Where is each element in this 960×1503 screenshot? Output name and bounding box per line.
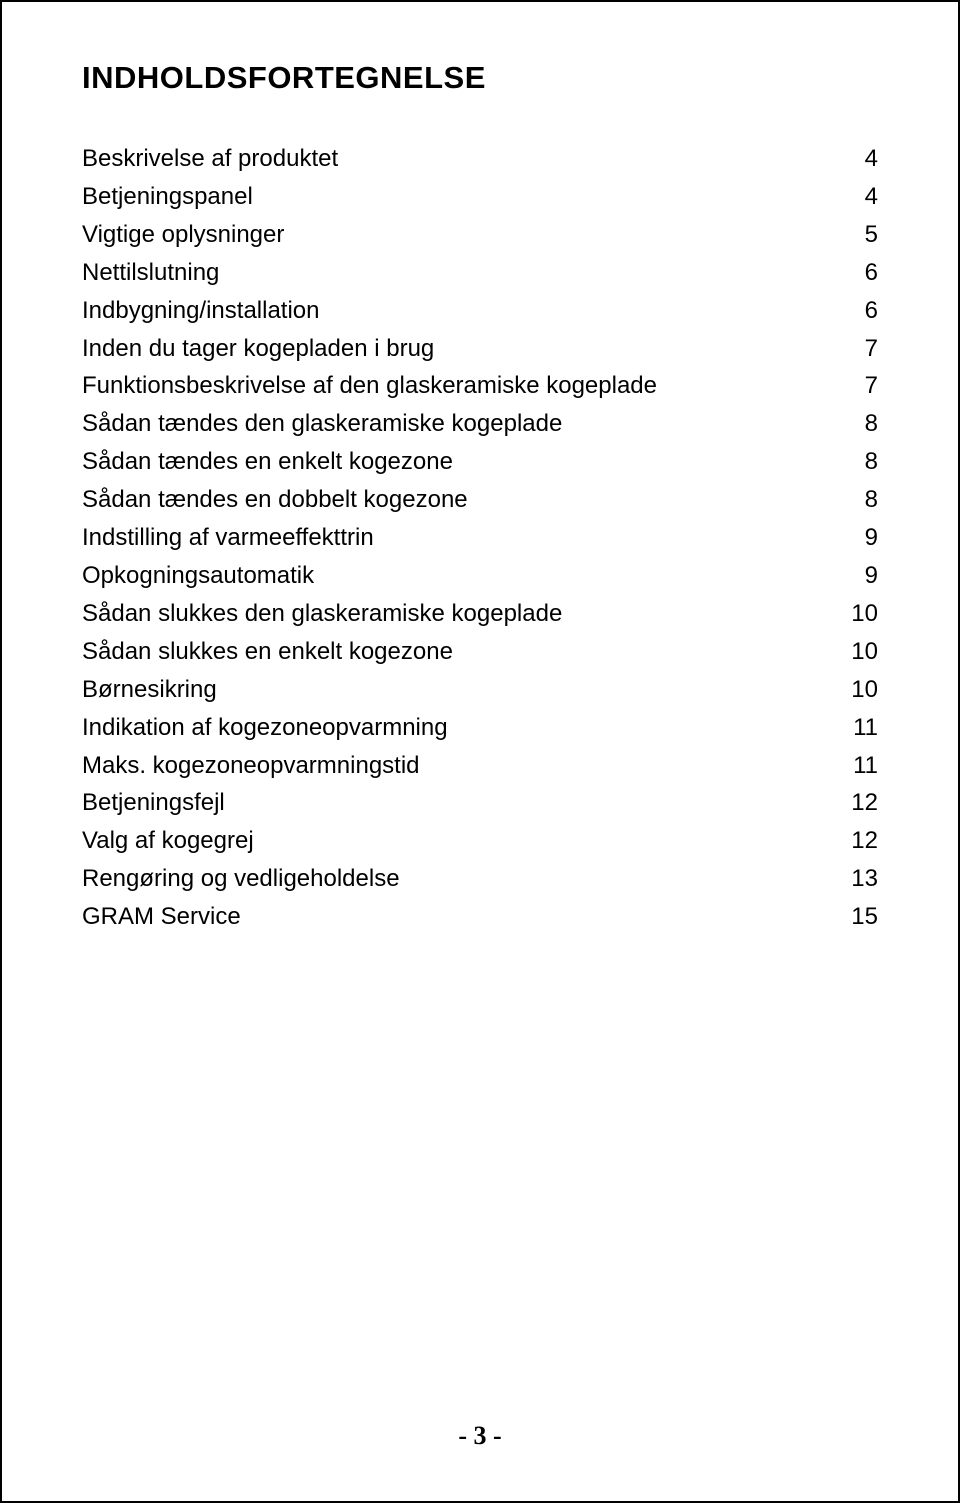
toc-entry: Sådan slukkes en enkelt kogezone 10 (82, 633, 878, 671)
toc-label: Nettilslutning (82, 254, 219, 292)
toc-label: Opkogningsautomatik (82, 557, 314, 595)
toc-label: Indbygning/installation (82, 292, 320, 330)
page-number-footer: - 3 - (2, 1421, 958, 1451)
toc-entry: Sådan tændes en enkelt kogezone 8 (82, 443, 878, 481)
toc-label: Indikation af kogezoneopvarmning (82, 709, 448, 747)
toc-entry: Nettilslutning 6 (82, 254, 878, 292)
toc-label: Sådan slukkes en enkelt kogezone (82, 633, 453, 671)
toc-page-number: 15 (851, 898, 878, 936)
document-page: INDHOLDSFORTEGNELSE Beskrivelse af produ… (2, 2, 958, 1501)
toc-entry: Indstilling af varmeeffekttrin 9 (82, 519, 878, 557)
toc-entry: Maks. kogezoneopvarmningstid 11 (82, 747, 878, 785)
toc-label: Sådan tændes en enkelt kogezone (82, 443, 453, 481)
toc-entry: Opkogningsautomatik 9 (82, 557, 878, 595)
toc-label: Maks. kogezoneopvarmningstid (82, 747, 420, 785)
toc-entry: Sådan slukkes den glaskeramiske kogeplad… (82, 595, 878, 633)
toc-entry: Beskrivelse af produktet 4 (82, 140, 878, 178)
toc-label: Sådan tændes den glaskeramiske kogeplade (82, 405, 562, 443)
toc-list: Beskrivelse af produktet 4 Betjeningspan… (82, 140, 878, 936)
toc-entry: Indbygning/installation 6 (82, 292, 878, 330)
toc-entry: Rengøring og vedligeholdelse 13 (82, 860, 878, 898)
toc-label: Sådan tændes en dobbelt kogezone (82, 481, 468, 519)
toc-entry: GRAM Service 15 (82, 898, 878, 936)
toc-entry: Børnesikring 10 (82, 671, 878, 709)
toc-page-number: 12 (851, 822, 878, 860)
toc-page-number: 10 (851, 595, 878, 633)
toc-entry: Sådan tændes den glaskeramiske kogeplade… (82, 405, 878, 443)
toc-label: Børnesikring (82, 671, 217, 709)
toc-label: Sådan slukkes den glaskeramiske kogeplad… (82, 595, 562, 633)
toc-page-number: 8 (865, 405, 878, 443)
toc-label: GRAM Service (82, 898, 241, 936)
toc-entry: Vigtige oplysninger 5 (82, 216, 878, 254)
toc-page-number: 11 (853, 709, 878, 747)
toc-label: Rengøring og vedligeholdelse (82, 860, 400, 898)
toc-label: Betjeningsfejl (82, 784, 225, 822)
toc-page-number: 12 (851, 784, 878, 822)
toc-entry: Indikation af kogezoneopvarmning 11 (82, 709, 878, 747)
toc-page-number: 4 (865, 140, 878, 178)
toc-page-number: 10 (851, 671, 878, 709)
toc-entry: Betjeningsfejl 12 (82, 784, 878, 822)
toc-page-number: 6 (865, 292, 878, 330)
toc-label: Inden du tager kogepladen i brug (82, 330, 434, 368)
toc-entry: Betjeningspanel 4 (82, 178, 878, 216)
toc-page-number: 7 (865, 367, 878, 405)
toc-page-number: 7 (865, 330, 878, 368)
toc-page-number: 6 (865, 254, 878, 292)
toc-page-number: 4 (865, 178, 878, 216)
toc-page-number: 5 (865, 216, 878, 254)
toc-page-number: 10 (851, 633, 878, 671)
toc-entry: Inden du tager kogepladen i brug 7 (82, 330, 878, 368)
toc-entry: Funktionsbeskrivelse af den glaskeramisk… (82, 367, 878, 405)
toc-title: INDHOLDSFORTEGNELSE (82, 60, 878, 96)
toc-page-number: 8 (865, 443, 878, 481)
toc-entry: Sådan tændes en dobbelt kogezone 8 (82, 481, 878, 519)
toc-label: Funktionsbeskrivelse af den glaskeramisk… (82, 367, 657, 405)
toc-page-number: 11 (853, 747, 878, 785)
toc-page-number: 13 (851, 860, 878, 898)
toc-label: Betjeningspanel (82, 178, 253, 216)
toc-label: Indstilling af varmeeffekttrin (82, 519, 374, 557)
toc-label: Valg af kogegrej (82, 822, 254, 860)
toc-page-number: 8 (865, 481, 878, 519)
toc-label: Vigtige oplysninger (82, 216, 284, 254)
toc-page-number: 9 (865, 519, 878, 557)
toc-label: Beskrivelse af produktet (82, 140, 338, 178)
toc-page-number: 9 (865, 557, 878, 595)
toc-entry: Valg af kogegrej 12 (82, 822, 878, 860)
